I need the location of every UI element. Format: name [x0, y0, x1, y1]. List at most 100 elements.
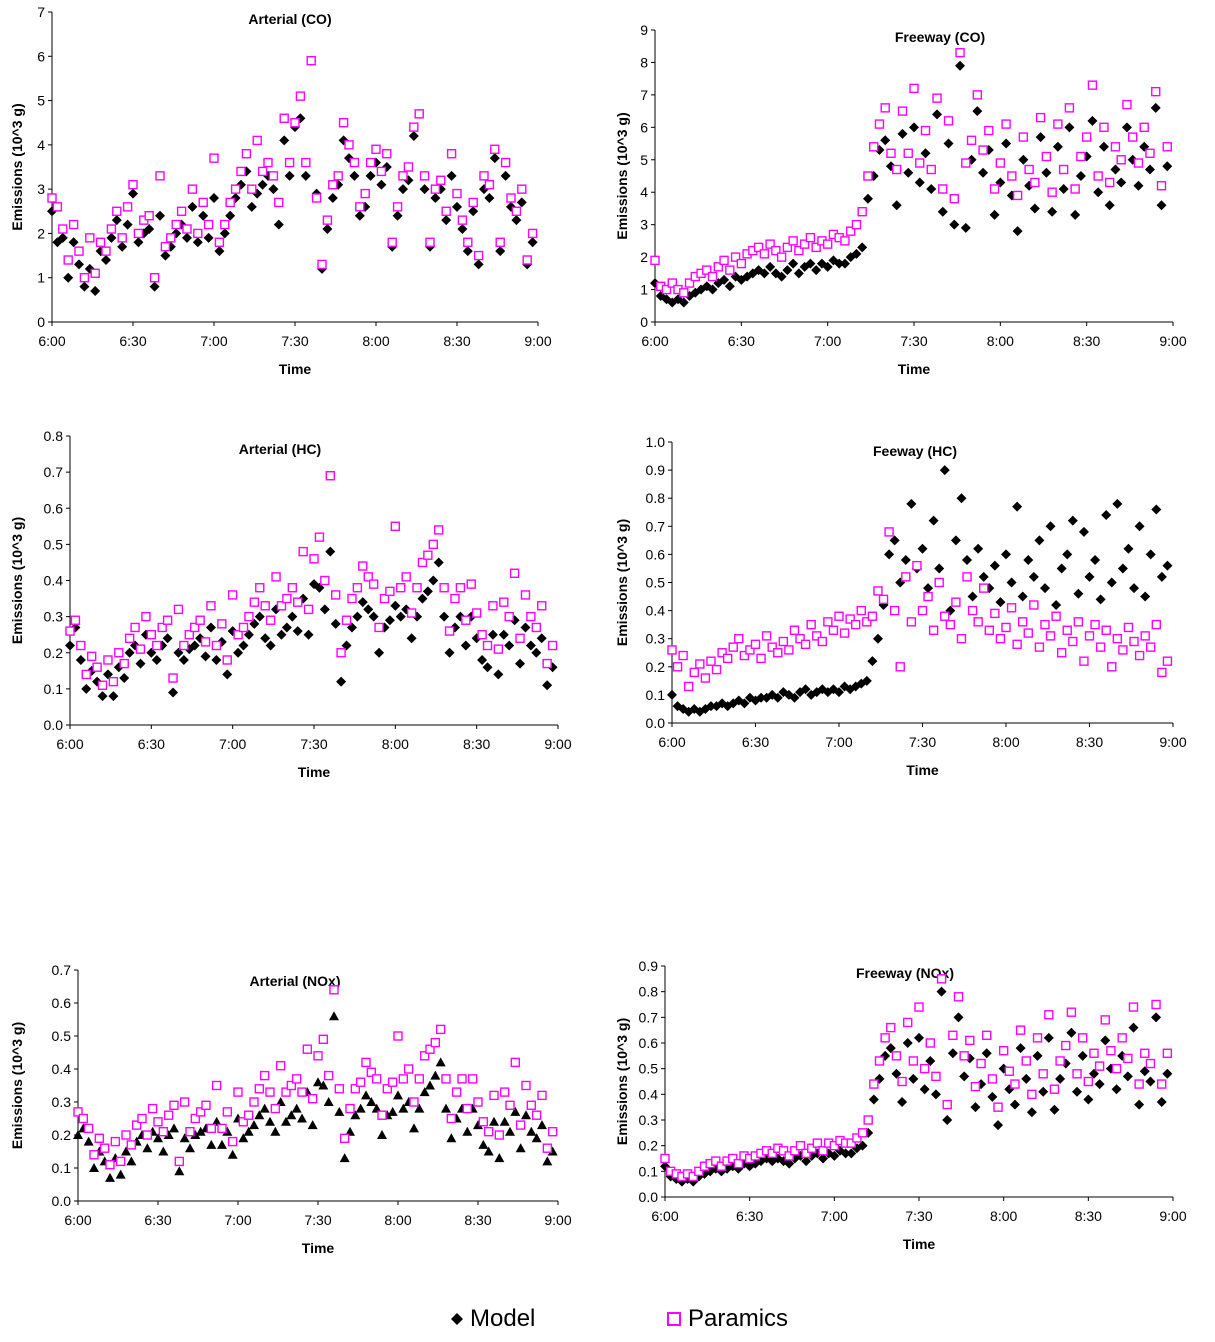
model-point — [409, 1123, 419, 1133]
model-point — [452, 201, 462, 212]
paramics-point — [195, 1107, 206, 1117]
paramics-point — [355, 1077, 366, 1087]
y-tick-label: 0.8 — [639, 984, 659, 1000]
paramics-point — [89, 1150, 99, 1160]
paramics-point — [1061, 1040, 1071, 1051]
paramics-point — [688, 1171, 698, 1182]
paramics-point — [97, 680, 108, 690]
chart-svg: 0.0 0.1 0.2 0.3 0.4 0.5 0.6 0.7 0.8 0.9 6:00 6:30 7:… — [614, 958, 1187, 1252]
model-point — [1006, 190, 1017, 201]
model-point — [297, 1113, 307, 1123]
model-point — [719, 274, 730, 285]
model-point — [217, 1139, 227, 1149]
paramics-point — [1051, 611, 1061, 621]
model-point — [130, 640, 141, 651]
y-tick-label: 0.0 — [639, 1189, 659, 1205]
paramics-point — [495, 237, 505, 247]
model-point — [782, 265, 793, 276]
model-point — [800, 684, 811, 695]
model-point — [840, 1148, 851, 1159]
paramics-point — [133, 228, 144, 239]
x-axis-label: Time — [279, 361, 312, 377]
paramics-point — [1100, 1015, 1110, 1025]
paramics-point — [979, 583, 989, 593]
paramics-point — [789, 625, 800, 635]
paramics-point — [706, 656, 716, 666]
model-point — [978, 571, 989, 582]
model-point — [119, 673, 130, 684]
y-tick-label: 0.1 — [646, 687, 666, 703]
model-point — [363, 604, 374, 615]
model-point — [926, 183, 937, 194]
paramics-point — [713, 262, 724, 272]
paramics-point — [908, 1056, 919, 1066]
model-point — [1151, 504, 1162, 515]
paramics-point — [547, 640, 558, 651]
paramics-point — [403, 1064, 414, 1074]
model-point — [1133, 180, 1144, 191]
paramics-point — [276, 601, 287, 611]
paramics-point — [973, 617, 983, 627]
model-point — [195, 1126, 206, 1136]
paramics-point — [361, 1057, 371, 1068]
paramics-point — [325, 471, 335, 481]
paramics-point — [185, 1126, 195, 1137]
paramics-point — [135, 644, 146, 654]
model-point — [707, 284, 718, 295]
paramics-point — [1029, 600, 1039, 610]
model-point — [1055, 1073, 1066, 1084]
model-point — [767, 1156, 778, 1167]
model-point — [414, 1103, 425, 1113]
paramics-point — [1001, 119, 1011, 129]
x-tick-label: 7:00 — [200, 333, 227, 349]
paramics-point — [193, 228, 203, 239]
model-point — [1145, 549, 1156, 560]
paramics-point — [121, 1130, 131, 1140]
model-point — [537, 1120, 547, 1130]
model-point — [70, 622, 81, 633]
paramics-point — [301, 157, 311, 168]
y-tick-label: 0.7 — [52, 962, 72, 978]
model-point — [392, 210, 403, 221]
paramics-point — [179, 640, 189, 651]
x-tick-label: 8:00 — [362, 333, 389, 349]
paramics-point — [344, 140, 354, 150]
model-point — [484, 193, 495, 203]
paramics-point — [1077, 1033, 1088, 1043]
paramics-point — [778, 636, 789, 647]
paramics-point — [537, 1090, 547, 1101]
paramics-point — [489, 1090, 499, 1101]
paramics-point — [1018, 132, 1029, 142]
paramics-point — [214, 237, 225, 247]
paramics-point — [517, 184, 527, 194]
model-point — [956, 493, 967, 504]
model-point — [173, 647, 184, 658]
model-point — [880, 135, 891, 146]
model-point — [417, 593, 428, 604]
y-tick-label: 0.3 — [44, 609, 64, 625]
paramics-point — [86, 651, 97, 662]
paramics-point — [874, 1056, 885, 1066]
model-point — [1028, 571, 1039, 582]
model-point — [874, 1073, 885, 1084]
chart-freeway-nox: 0.0 0.1 0.2 0.3 0.4 0.5 0.6 0.7 0.8 0.9 6:00 6:30 7:… — [605, 920, 1215, 1300]
paramics-point — [419, 171, 430, 181]
paramics-point — [146, 629, 157, 640]
paramics-point — [856, 605, 866, 616]
paramics-point — [126, 1140, 137, 1150]
paramics-point — [531, 622, 542, 633]
model-point — [917, 543, 928, 554]
paramics-point — [412, 583, 422, 593]
model-point — [65, 640, 75, 651]
paramics-point — [895, 662, 905, 672]
model-point — [494, 1153, 505, 1163]
paramics-point — [1055, 1056, 1065, 1066]
paramics-point — [1118, 645, 1128, 655]
model-point — [368, 611, 379, 622]
paramics-point — [329, 985, 339, 995]
open-square-icon — [667, 1312, 681, 1326]
paramics-point — [1018, 617, 1028, 627]
paramics-point — [1040, 619, 1050, 630]
paramics-point — [700, 673, 711, 683]
model-point — [805, 258, 816, 269]
